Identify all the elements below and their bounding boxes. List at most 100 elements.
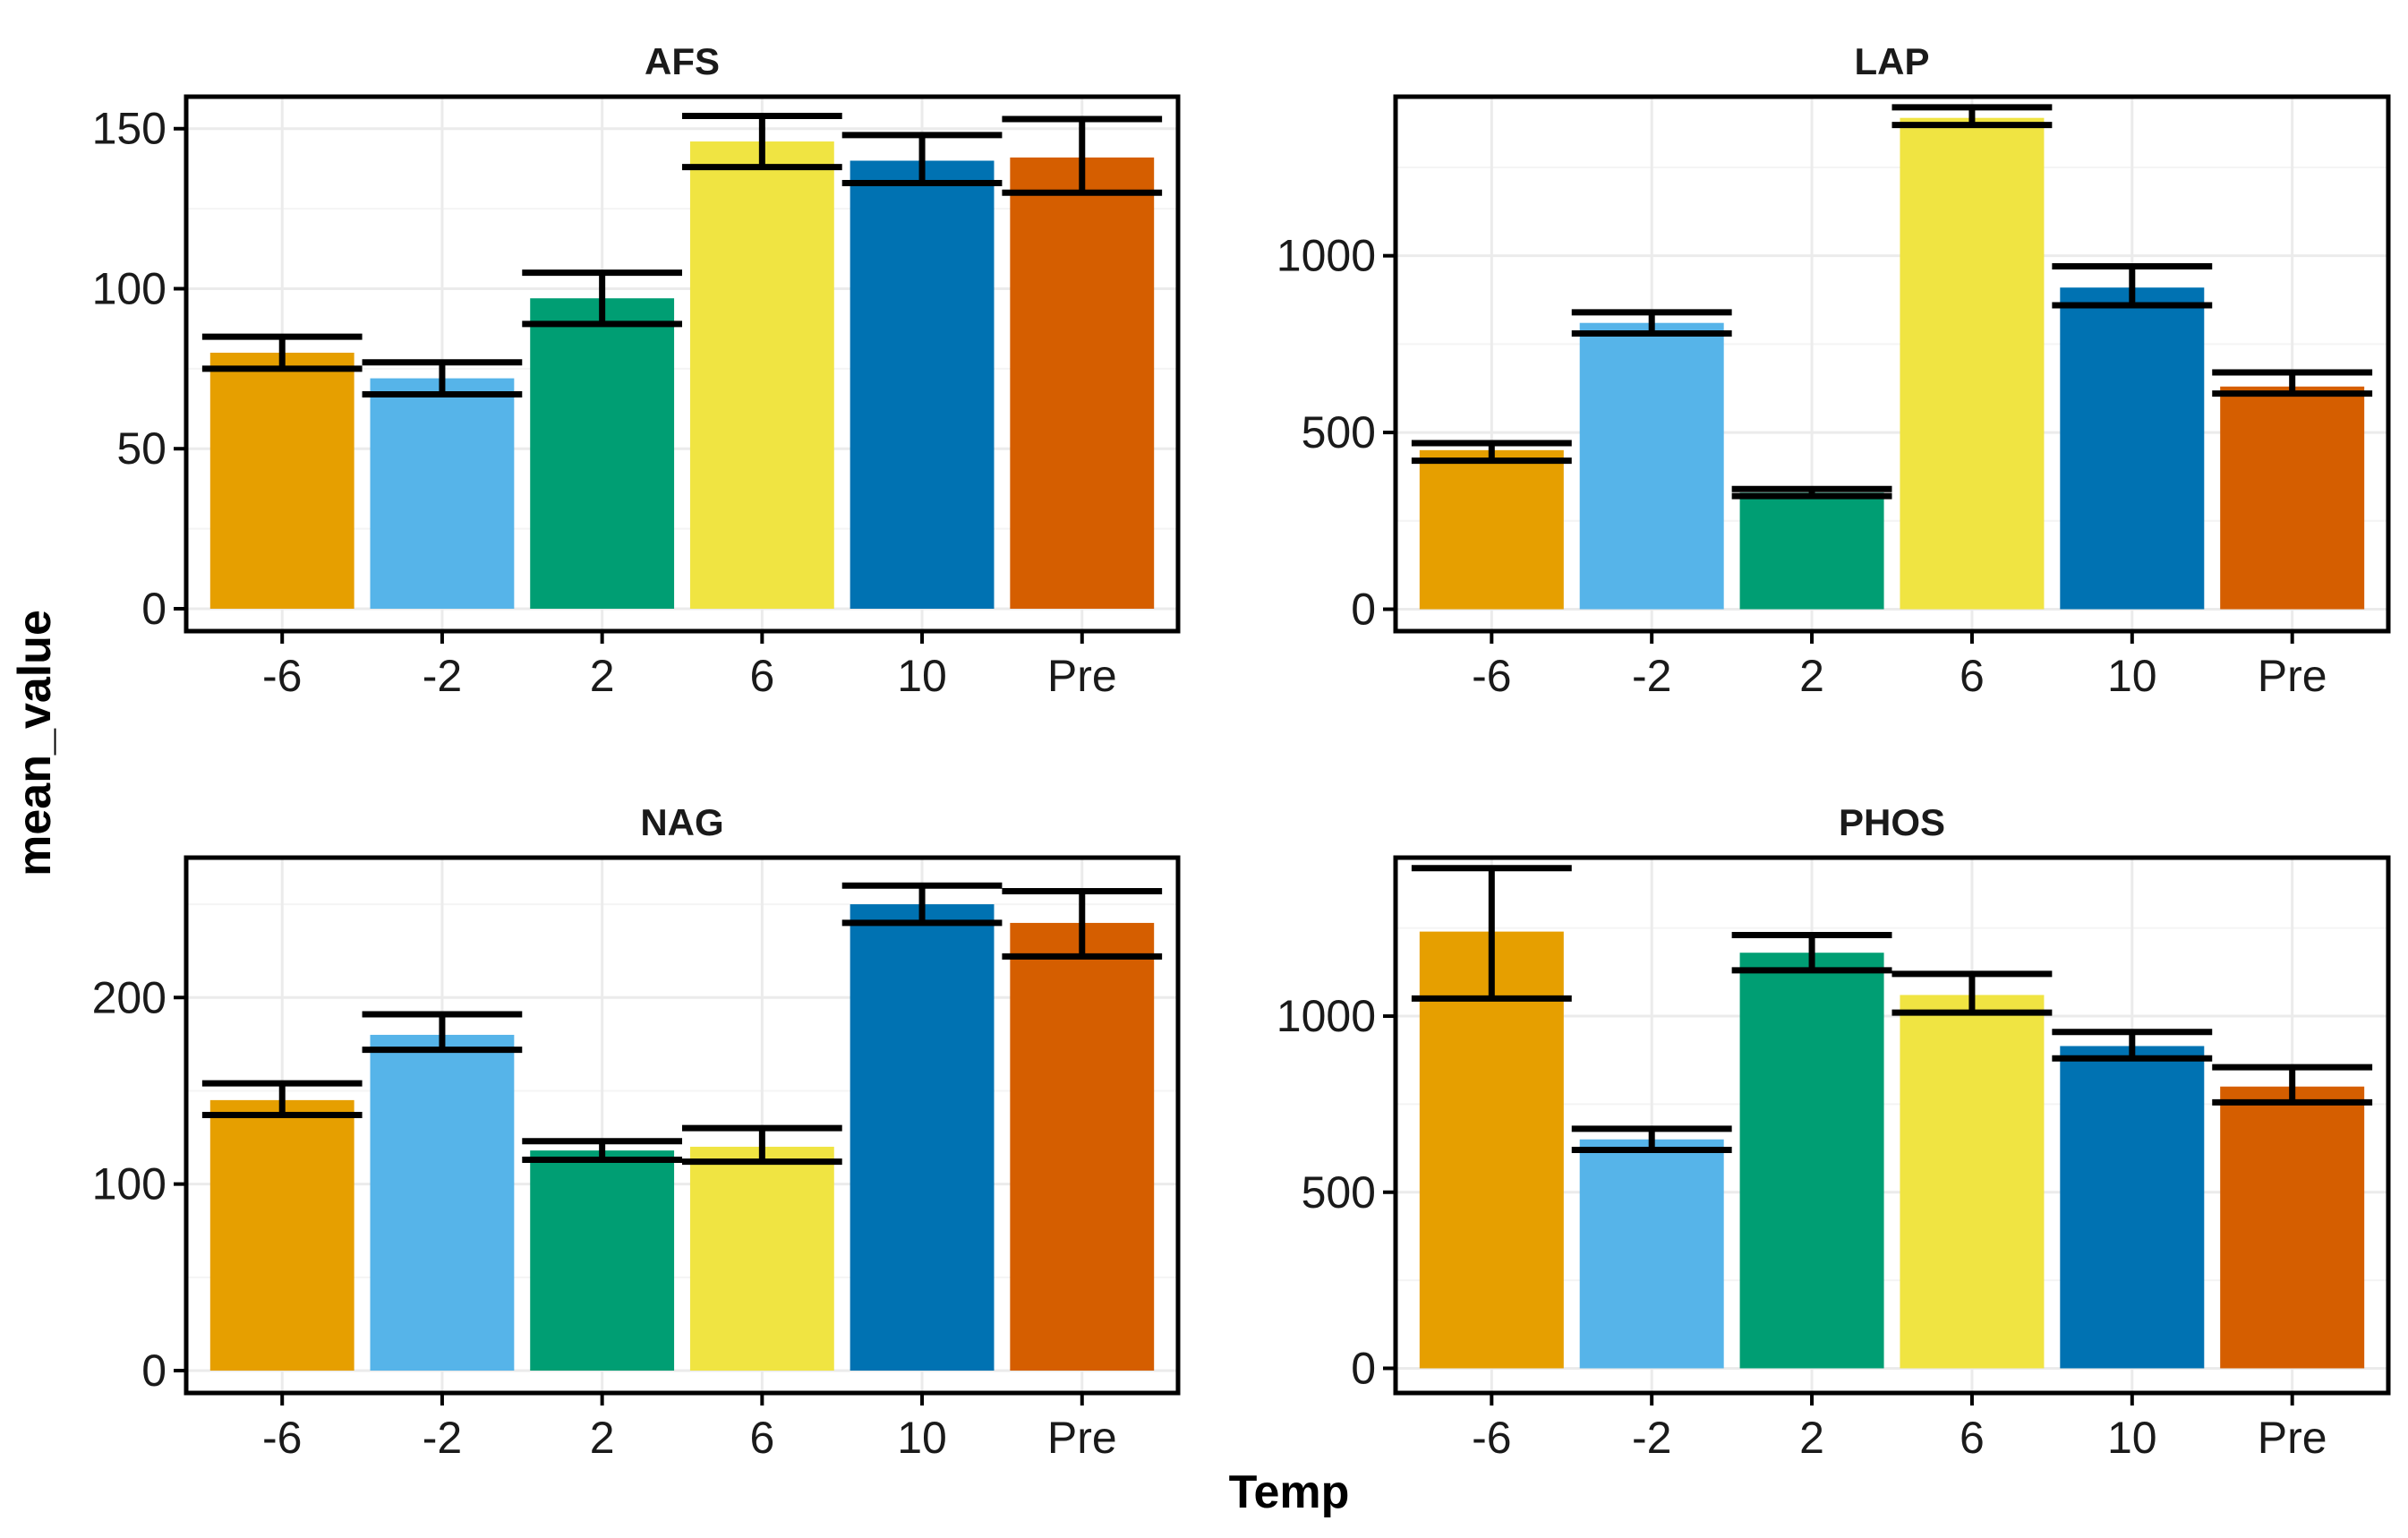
error-bar xyxy=(682,112,842,171)
bar-lap-6 xyxy=(1900,117,2045,610)
panel-lap: 0 500 1000 -6 -2 2 6 10 Pre LAP xyxy=(1277,40,2391,701)
panel-border xyxy=(184,94,1181,634)
error-bar xyxy=(1571,1125,1732,1154)
panel-afs: 0 50 100 150 -6 -2 2 6 10 Pre AFS xyxy=(92,40,1181,701)
bar-nag-6 xyxy=(689,1146,834,1371)
bar-nag--2 xyxy=(370,1034,515,1371)
x-tick-label: 2 xyxy=(590,651,615,701)
error-bar xyxy=(201,333,363,372)
error-bar xyxy=(1891,970,2053,1016)
x-tick-label: 10 xyxy=(897,1413,947,1463)
x-tick-label: -6 xyxy=(1472,651,1511,701)
x-tick-label: 6 xyxy=(749,1413,774,1463)
error-bar xyxy=(1731,932,1892,974)
error-bar xyxy=(2052,1029,2213,1062)
bar-phos-Pre xyxy=(2220,1086,2365,1369)
x-tick-label: Pre xyxy=(2258,651,2327,701)
bar-lap--2 xyxy=(1579,322,1724,610)
x-tick-label: 10 xyxy=(897,651,947,701)
error-bar xyxy=(522,1138,682,1164)
y-tick-label: 1000 xyxy=(1277,231,1376,281)
error-bar xyxy=(2052,263,2213,309)
x-tick-label: -6 xyxy=(262,651,302,701)
bar-nag-10 xyxy=(850,904,995,1371)
error-bar xyxy=(362,359,523,397)
x-tick-label: 6 xyxy=(749,651,774,701)
x-tick-label: 6 xyxy=(1960,651,1985,701)
error-bar xyxy=(841,132,1003,187)
error-bar xyxy=(1731,485,1892,500)
bar-lap-Pre xyxy=(2220,386,2365,610)
bar-afs-Pre xyxy=(1010,157,1155,609)
y-axis-title: mean_value xyxy=(9,610,61,876)
y-tick-label: 1000 xyxy=(1277,991,1376,1041)
error-bar xyxy=(201,1080,363,1119)
y-tick-label: 0 xyxy=(1351,1343,1376,1393)
bar-lap-2 xyxy=(1739,492,1884,610)
y-tick-label: 200 xyxy=(92,972,167,1022)
x-tick-label: 10 xyxy=(2107,1413,2157,1463)
bar-afs-6 xyxy=(689,141,834,609)
x-axis-title: Temp xyxy=(1229,1466,1350,1518)
x-tick-label: 2 xyxy=(590,1413,615,1463)
bar-lap--6 xyxy=(1419,449,1564,610)
x-tick-label: -6 xyxy=(262,1413,302,1463)
bar-afs-10 xyxy=(850,160,995,609)
y-tick-label: 500 xyxy=(1302,407,1376,457)
error-bar xyxy=(1891,104,2053,129)
bar-phos-10 xyxy=(2060,1046,2205,1369)
y-tick-label: 150 xyxy=(92,104,167,154)
x-tick-label: 10 xyxy=(2107,651,2157,701)
y-tick-label: 0 xyxy=(141,584,167,634)
x-tick-label: 2 xyxy=(1799,651,1824,701)
x-tick-label: 2 xyxy=(1799,1413,1824,1463)
x-tick-label: Pre xyxy=(2258,1413,2327,1463)
error-bar xyxy=(522,269,682,328)
panel-title: AFS xyxy=(645,40,720,82)
x-tick-label: Pre xyxy=(1047,651,1117,701)
error-bar xyxy=(1571,309,1732,338)
error-bar xyxy=(1411,440,1572,465)
x-tick-label: Pre xyxy=(1047,1413,1117,1463)
panel-border xyxy=(184,855,1181,1396)
bar-nag-Pre xyxy=(1010,922,1155,1371)
panel-phos: 0 500 1000 -6 -2 2 6 10 Pre PHOS xyxy=(1277,801,2391,1463)
panel-border xyxy=(1393,94,2391,634)
y-tick-label: 50 xyxy=(116,423,167,474)
x-tick-label: -2 xyxy=(423,651,462,701)
x-tick-label: -2 xyxy=(1632,1413,1671,1463)
x-tick-label: -2 xyxy=(423,1413,462,1463)
y-tick-label: 0 xyxy=(1351,585,1376,635)
error-bar xyxy=(362,1011,523,1054)
y-tick-label: 500 xyxy=(1302,1167,1376,1218)
bar-nag-2 xyxy=(530,1150,675,1371)
bar-phos-2 xyxy=(1739,953,1884,1369)
y-tick-label: 0 xyxy=(141,1346,167,1396)
bar-afs-2 xyxy=(530,298,675,609)
panel-title: NAG xyxy=(640,801,723,843)
y-tick-label: 100 xyxy=(92,1159,167,1209)
bar-phos--2 xyxy=(1579,1139,1724,1369)
bar-afs--2 xyxy=(370,378,515,609)
error-bar xyxy=(841,882,1003,927)
panel-border xyxy=(1393,855,2391,1396)
error-bar xyxy=(2212,369,2373,397)
error-bar xyxy=(1411,865,1572,1002)
bar-lap-10 xyxy=(2060,287,2205,610)
x-tick-label: -6 xyxy=(1472,1413,1511,1463)
error-bar xyxy=(1002,888,1163,960)
error-bar xyxy=(1002,115,1163,196)
panel-title: PHOS xyxy=(1839,801,1945,843)
bar-phos-6 xyxy=(1900,995,2045,1369)
x-tick-label: 6 xyxy=(1960,1413,1985,1463)
x-tick-label: -2 xyxy=(1632,651,1671,701)
error-bar xyxy=(682,1124,842,1166)
bar-nag--6 xyxy=(209,1099,354,1371)
bar-phos--6 xyxy=(1419,931,1564,1369)
panel-title: LAP xyxy=(1855,40,1930,82)
bar-afs--6 xyxy=(209,352,354,609)
error-bar xyxy=(2212,1064,2373,1106)
